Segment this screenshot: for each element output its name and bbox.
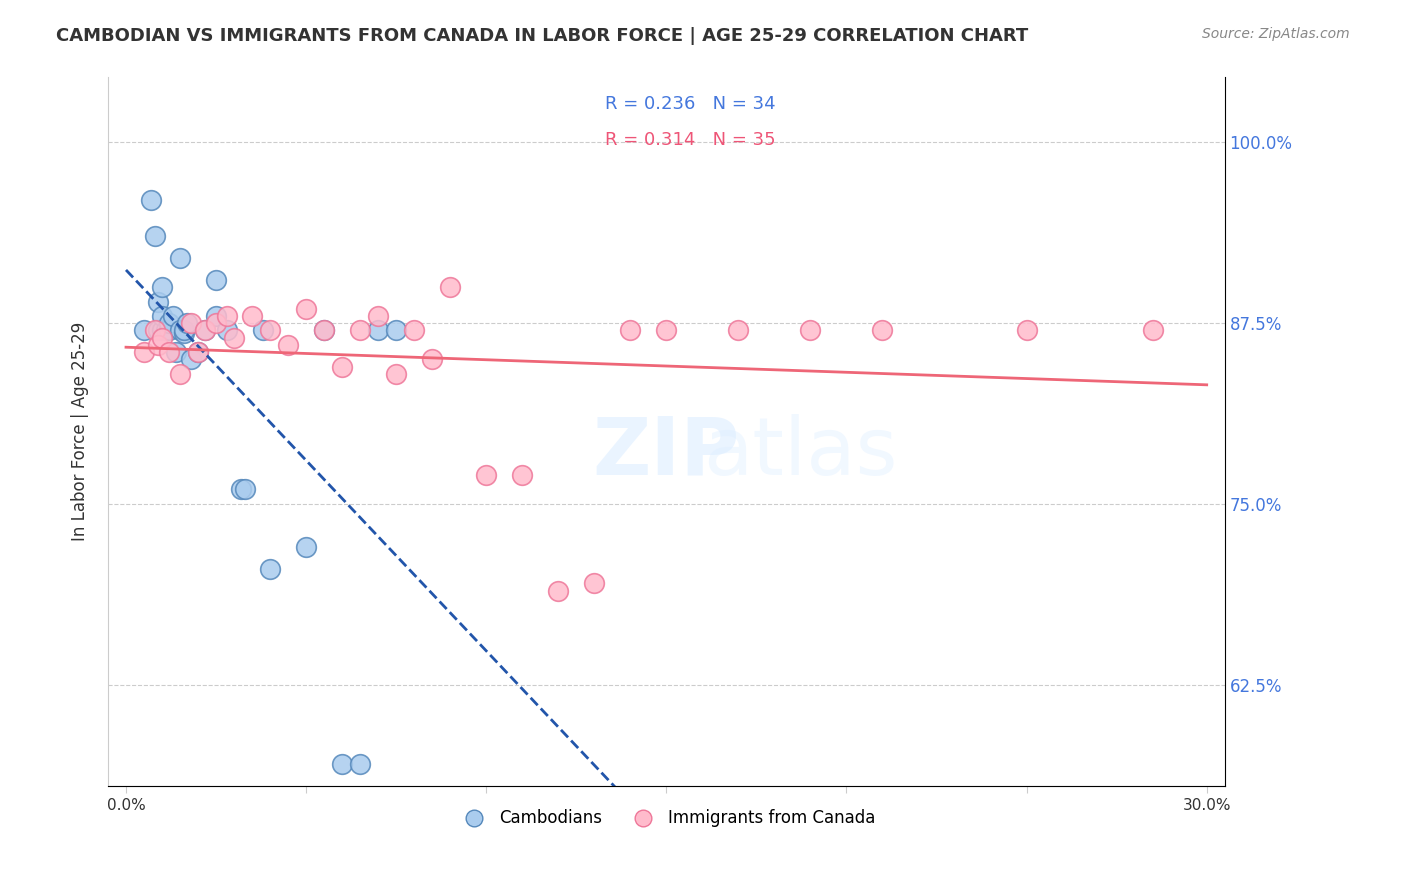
Point — [173, 326, 195, 341]
Point — [233, 483, 256, 497]
Point — [205, 309, 228, 323]
Point — [169, 251, 191, 265]
Point — [150, 323, 173, 337]
Point — [385, 323, 408, 337]
Point — [165, 345, 187, 359]
Point — [475, 467, 498, 482]
Point — [205, 316, 228, 330]
Point — [194, 323, 217, 337]
Point — [727, 323, 749, 337]
Point — [259, 323, 281, 337]
Point — [277, 338, 299, 352]
Point — [180, 352, 202, 367]
Point — [169, 323, 191, 337]
Point — [222, 331, 245, 345]
Point — [314, 323, 336, 337]
Point — [314, 323, 336, 337]
Point — [295, 301, 318, 316]
Point — [141, 194, 163, 208]
Point — [157, 316, 180, 330]
Y-axis label: In Labor Force | Age 25-29: In Labor Force | Age 25-29 — [72, 322, 89, 541]
Point — [143, 323, 166, 337]
Point — [180, 316, 202, 330]
Point — [187, 345, 209, 359]
Point — [155, 323, 177, 337]
Point — [148, 294, 170, 309]
Point — [215, 323, 238, 337]
Point — [231, 483, 253, 497]
Point — [420, 352, 443, 367]
Point — [330, 359, 353, 374]
Point — [157, 345, 180, 359]
Text: atlas: atlas — [703, 414, 897, 491]
Point — [510, 467, 533, 482]
Point — [259, 562, 281, 576]
Point — [799, 323, 821, 337]
Text: R = 0.314   N = 35: R = 0.314 N = 35 — [605, 131, 776, 149]
Point — [205, 273, 228, 287]
Text: CAMBODIAN VS IMMIGRANTS FROM CANADA IN LABOR FORCE | AGE 25-29 CORRELATION CHART: CAMBODIAN VS IMMIGRANTS FROM CANADA IN L… — [56, 27, 1029, 45]
Point — [157, 323, 180, 337]
Point — [1015, 323, 1038, 337]
Point — [132, 323, 155, 337]
Point — [583, 576, 606, 591]
Point — [187, 345, 209, 359]
Point — [349, 323, 371, 337]
Point — [148, 323, 170, 337]
Point — [367, 309, 389, 323]
Point — [143, 229, 166, 244]
Point — [162, 309, 184, 323]
Point — [367, 323, 389, 337]
Point — [872, 323, 894, 337]
Point — [1142, 323, 1164, 337]
Point — [150, 280, 173, 294]
Point — [173, 323, 195, 337]
Point — [169, 367, 191, 381]
Point — [215, 309, 238, 323]
Point — [385, 367, 408, 381]
Text: R = 0.236   N = 34: R = 0.236 N = 34 — [605, 95, 776, 113]
Point — [240, 309, 263, 323]
Point — [148, 338, 170, 352]
Point — [547, 583, 569, 598]
Point — [176, 316, 198, 330]
Text: Source: ZipAtlas.com: Source: ZipAtlas.com — [1202, 27, 1350, 41]
Point — [404, 323, 426, 337]
Point — [132, 345, 155, 359]
Point — [295, 541, 318, 555]
Point — [439, 280, 461, 294]
Point — [655, 323, 678, 337]
Text: ZIP: ZIP — [593, 414, 740, 491]
Point — [150, 309, 173, 323]
Legend: Cambodians, Immigrants from Canada: Cambodians, Immigrants from Canada — [450, 803, 883, 834]
Point — [252, 323, 274, 337]
Point — [619, 323, 641, 337]
Point — [194, 323, 217, 337]
Point — [349, 757, 371, 772]
Point — [330, 757, 353, 772]
Point — [150, 331, 173, 345]
